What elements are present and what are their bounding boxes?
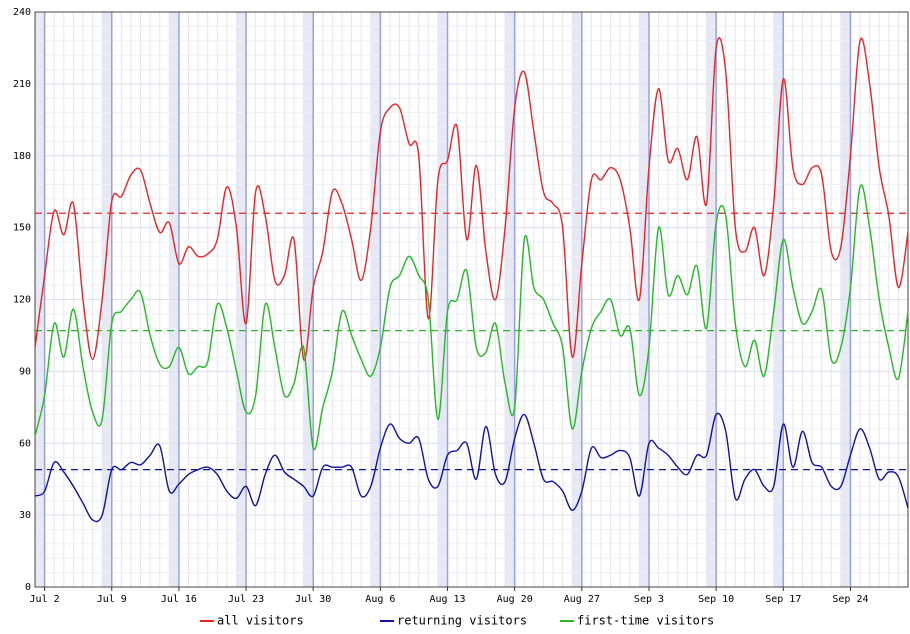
x-tick-label: Sep 3	[634, 594, 664, 605]
plot-border	[34, 11, 909, 588]
x-tick-label: Jul 30	[295, 594, 331, 605]
series-line	[34, 184, 909, 451]
series-line	[34, 37, 909, 361]
x-tick-label: Jul 9	[97, 594, 127, 605]
x-tick-label: Jul 16	[161, 594, 197, 605]
y-tick-label: 0	[25, 582, 31, 593]
series-line	[34, 412, 909, 523]
x-tick-label: Aug 6	[365, 594, 395, 605]
legend-label: returning visitors	[397, 614, 527, 628]
legend: all visitors returning visitors first-time…	[200, 614, 714, 628]
x-tick-label: Sep 24	[832, 594, 868, 605]
y-tick-label: 120	[13, 295, 31, 306]
x-tick-label: Sep 17	[765, 594, 801, 605]
y-tick-label: 210	[13, 79, 31, 90]
y-tick-label: 60	[19, 438, 31, 449]
y-tick-label: 150	[13, 223, 31, 234]
y-tick-label: 30	[19, 510, 31, 521]
x-tick-label: Jul 23	[228, 594, 264, 605]
x-tick-label: Jul 2	[30, 594, 60, 605]
legend-label: first-time visitors	[577, 614, 714, 628]
x-tick-label: Aug 20	[497, 594, 533, 605]
y-tick-label: 90	[19, 366, 31, 377]
x-tick-label: Aug 27	[564, 594, 600, 605]
y-tick-label: 180	[13, 151, 31, 162]
y-tick-label: 240	[13, 7, 31, 18]
x-tick-label: Sep 10	[698, 594, 734, 605]
legend-label: all visitors	[217, 614, 304, 628]
x-tick-label: Aug 13	[429, 594, 465, 605]
